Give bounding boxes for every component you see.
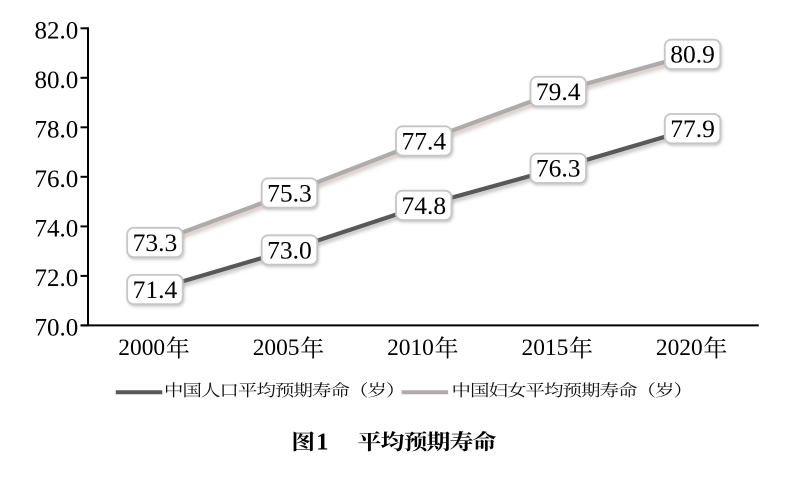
svg-text:71.4: 71.4 [133,275,178,304]
svg-text:76.0: 76.0 [34,166,78,193]
svg-text:1: 1 [316,428,328,455]
svg-text:75.3: 75.3 [267,178,312,207]
svg-text:72.0: 72.0 [34,265,78,292]
svg-text:2015: 2015 [522,335,569,361]
svg-text:77.9: 77.9 [670,114,715,143]
svg-text:77.4: 77.4 [401,126,446,155]
svg-text:70.0: 70.0 [34,315,78,342]
svg-text:2010: 2010 [387,335,434,361]
svg-text:74.8: 74.8 [401,191,446,220]
svg-text:2005: 2005 [253,335,300,361]
svg-text:2020: 2020 [656,335,703,361]
svg-text:76.3: 76.3 [536,154,581,183]
svg-text:79.4: 79.4 [536,77,581,106]
svg-text:73.0: 73.0 [267,235,312,264]
svg-text:80.0: 80.0 [34,67,78,94]
svg-text:74.0: 74.0 [34,216,78,243]
svg-text:2000: 2000 [118,335,165,361]
svg-text:80.9: 80.9 [670,40,715,69]
svg-text:78.0: 78.0 [34,117,78,144]
svg-text:82.0: 82.0 [34,18,78,45]
svg-text:73.3: 73.3 [133,228,178,257]
